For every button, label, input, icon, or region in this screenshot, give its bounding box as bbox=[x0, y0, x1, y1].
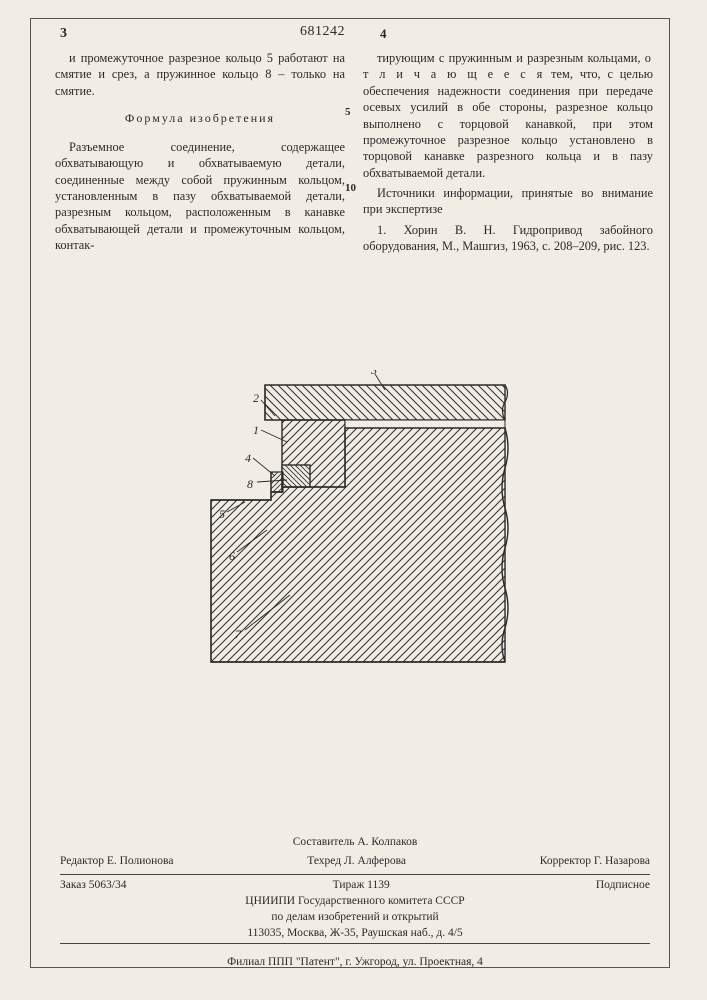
branch: Филиал ППП "Патент", г. Ужгород, ул. Про… bbox=[60, 954, 650, 970]
footer: Составитель А. Колпаков Редактор Е. Поли… bbox=[60, 834, 650, 970]
page-number-left: 3 bbox=[60, 26, 67, 42]
compiler: Составитель А. Колпаков bbox=[60, 834, 650, 850]
left-para-1: и промежуточное разрезное кольцо 5 работ… bbox=[55, 50, 345, 99]
fig-label-7: 7 bbox=[235, 627, 242, 641]
fig-label-4: 4 bbox=[245, 451, 251, 465]
formula-heading: Формула изобретения bbox=[55, 111, 345, 127]
left-column: и промежуточное разрезное кольцо 5 работ… bbox=[55, 50, 345, 259]
rp1-a: тирующим с пружинным и разрезным кольцам… bbox=[377, 51, 645, 65]
fig-label-5: 5 bbox=[219, 507, 225, 521]
left-para-2: Разъемное соединение, содержащее обхваты… bbox=[55, 139, 345, 254]
editor: Редактор Е. Полионова bbox=[60, 853, 173, 869]
text-columns: и промежуточное разрезное кольцо 5 работ… bbox=[55, 50, 655, 259]
technical-drawing: 3 2 1 4 8 5 6 7 bbox=[175, 370, 515, 675]
address: 113035, Москва, Ж-35, Раушская наб., д. … bbox=[60, 925, 650, 941]
page-number-right: 4 bbox=[380, 26, 387, 42]
right-column: тирующим с пружинным и разрезным кольцам… bbox=[363, 50, 653, 259]
right-para-2: Источники информации, принятые во вниман… bbox=[363, 185, 653, 218]
right-para-1: тирующим с пружинным и разрезным кольцам… bbox=[363, 50, 653, 181]
fig-label-2: 2 bbox=[253, 391, 259, 405]
subscription: Подписное bbox=[596, 877, 650, 893]
tirazh: Тираж 1139 bbox=[333, 877, 390, 893]
order: Заказ 5063/34 bbox=[60, 877, 127, 893]
fig-label-3: 3 bbox=[370, 370, 377, 377]
techred: Техред Л. Алферова bbox=[307, 853, 406, 869]
fig-label-1: 1 bbox=[253, 423, 259, 437]
fig-label-8: 8 bbox=[247, 477, 253, 491]
footer-rule-1 bbox=[60, 874, 650, 875]
footer-rule-2 bbox=[60, 943, 650, 944]
corrector: Корректор Г. Назарова bbox=[540, 853, 650, 869]
org-line-1: ЦНИИПИ Государственного комитета СССР bbox=[60, 893, 650, 909]
patent-number: 681242 bbox=[300, 24, 345, 40]
org-line-2: по делам изобретений и открытий bbox=[60, 909, 650, 925]
right-para-3: 1. Хорин В. Н. Гидропривод забойного обо… bbox=[363, 222, 653, 255]
rp1-c: тем, что, с целью обеспечения надежности… bbox=[363, 67, 653, 179]
fig-label-6: 6 bbox=[229, 549, 235, 563]
